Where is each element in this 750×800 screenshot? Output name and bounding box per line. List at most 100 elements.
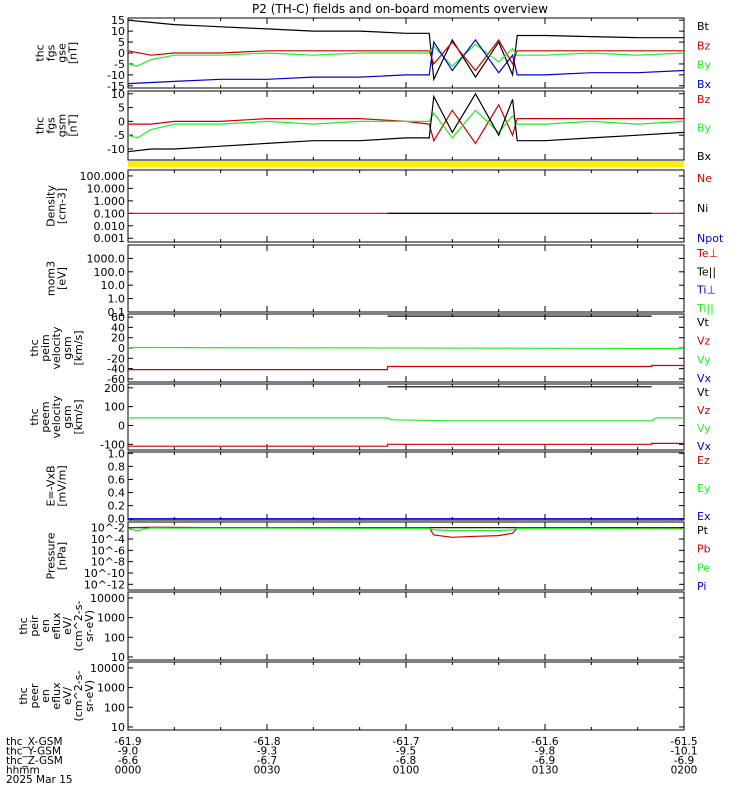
legend-item: Vx bbox=[697, 440, 712, 453]
y-tick-label: 100 bbox=[104, 701, 125, 714]
y-tick-label: 0.2 bbox=[108, 500, 126, 513]
legend-item: Vz bbox=[697, 404, 711, 417]
y-tick-label: 10000 bbox=[90, 662, 125, 675]
legend-item: Ti⊥ bbox=[696, 284, 716, 297]
x-row-value: -6.7 bbox=[257, 755, 278, 767]
y-tick-label: 10 bbox=[111, 651, 125, 664]
x-row-value: -61.9 bbox=[114, 736, 141, 748]
y-axis-label-line: fgs bbox=[45, 44, 58, 61]
y-tick-label: -60 bbox=[107, 373, 125, 386]
y-axis-label-line: (cm^2-s- bbox=[72, 671, 85, 722]
y-axis-label-line: en bbox=[39, 689, 52, 703]
x-row-value: -10.1 bbox=[670, 746, 697, 758]
panel-frame bbox=[127, 383, 685, 451]
legend-item: Bz bbox=[697, 93, 711, 106]
series-line-pe bbox=[127, 527, 685, 532]
y-tick-label: 5 bbox=[118, 36, 125, 49]
y-tick-label: 10 bbox=[111, 88, 125, 101]
y-axis-label-line: fgs bbox=[45, 117, 58, 134]
y-axis-label-line: peer bbox=[28, 683, 41, 709]
y-axis-label-line: thc bbox=[34, 44, 47, 61]
y-axis-label: thcpeerenefluxeV/(cm^2-s-sr-eV) bbox=[17, 671, 96, 722]
y-tick-label: -10 bbox=[107, 69, 125, 82]
y-axis-label-line: thc bbox=[28, 408, 41, 425]
y-tick-label: -15 bbox=[107, 80, 125, 93]
y-axis-label: thcpeimvelocitygsm[km/s] bbox=[28, 326, 85, 369]
y-tick-label: 0.4 bbox=[108, 487, 126, 500]
y-axis-label-line: Pressure bbox=[45, 532, 58, 579]
legend-item: Ni bbox=[697, 202, 708, 215]
y-tick-label: 100.0 bbox=[94, 266, 126, 279]
x-row-value: -61.5 bbox=[670, 736, 697, 748]
y-tick-label: 100.000 bbox=[80, 170, 126, 183]
x-row-value: -6.6 bbox=[118, 755, 139, 767]
panel-9: 10000 1000 100 10 thcpeirenefluxeV/(cm^2-s-s… bbox=[17, 591, 685, 664]
y-tick-label: 0.001 bbox=[94, 232, 126, 245]
y-axis-label-line: gsm bbox=[61, 405, 74, 428]
y-tick-label: 0 bbox=[118, 47, 125, 60]
y-axis-label: thcfgsgse[nT] bbox=[34, 42, 80, 64]
panel-6: 200 100 0 -100 thcpeemvelocitygsm[km/s] Vt Vz V… bbox=[28, 382, 712, 453]
y-axis-label-line: thc bbox=[28, 339, 41, 356]
y-axis-label-line: peem bbox=[39, 401, 52, 432]
legend-item: Vx bbox=[697, 372, 712, 385]
panel-frame bbox=[127, 661, 685, 731]
y-axis-label-line: peim bbox=[39, 334, 52, 362]
x-row-value: 0100 bbox=[393, 765, 420, 777]
x-row-value: 0030 bbox=[254, 765, 281, 777]
legend-item: Te⊥ bbox=[696, 247, 718, 260]
y-axis-label: thcpeemvelocitygsm[km/s] bbox=[28, 395, 85, 438]
x-row-value: 0000 bbox=[115, 765, 142, 777]
y-tick-label: 0 bbox=[118, 342, 125, 355]
panel-frame bbox=[127, 591, 685, 661]
yellow-flag-bar bbox=[128, 161, 684, 167]
series-line-vy bbox=[128, 417, 684, 422]
series-line-bz bbox=[127, 38, 684, 72]
y-axis-label-line: velocity bbox=[50, 326, 63, 369]
legend-item: Vy bbox=[697, 353, 711, 366]
legend-item: Ti|| bbox=[696, 302, 714, 315]
x-row-value: -9.8 bbox=[535, 746, 556, 758]
panel-frame bbox=[127, 90, 685, 161]
y-axis-label-line: [eV] bbox=[56, 267, 69, 290]
y-tick-label: 1000.0 bbox=[87, 252, 126, 265]
y-tick-label: 100 bbox=[104, 631, 125, 644]
y-tick-label: -5 bbox=[114, 129, 125, 142]
y-tick-label: 20 bbox=[111, 332, 125, 345]
y-tick-label: -10 bbox=[107, 143, 125, 156]
y-tick-label: 1.0 bbox=[108, 293, 126, 306]
y-tick-label: 40 bbox=[111, 321, 125, 334]
x-axis-block: thc_X-GSM -61.9 -61.8 -61.7 -61.6 -61.5 thc_Y-… bbox=[6, 736, 698, 786]
y-axis-label-line: en bbox=[39, 619, 52, 633]
series-line-bx bbox=[127, 38, 685, 85]
y-axis-label-line: peir bbox=[28, 615, 41, 637]
legend-item: Pe bbox=[697, 561, 710, 574]
panel-7: 1.00.80.60.40.20.0 E=-VxB[mV/m] Ez Ey Ex bbox=[45, 447, 711, 525]
y-axis-label: thcfgsgsm[nT] bbox=[34, 114, 80, 137]
series-line-by bbox=[127, 43, 685, 67]
y-tick-label: 5 bbox=[118, 102, 125, 115]
y-tick-label: 0 bbox=[118, 419, 125, 432]
y-axis-label-line: (cm^2-s- bbox=[72, 601, 85, 652]
legend-item: Bx bbox=[697, 78, 712, 91]
series-line-bx bbox=[127, 92, 685, 153]
y-tick-label: 10^-10 bbox=[84, 567, 125, 580]
y-axis-label-line: E=-VxB bbox=[45, 465, 58, 506]
x-row-value: 0130 bbox=[532, 765, 559, 777]
x-row-label: thc_Y-GSM bbox=[6, 746, 61, 758]
y-axis-label-line: gsm bbox=[56, 114, 69, 137]
y-axis-label-line: [nT] bbox=[67, 42, 80, 64]
legend-item: Npot bbox=[697, 232, 724, 245]
panel-frame bbox=[127, 169, 685, 243]
y-axis-label-line: [nT] bbox=[67, 114, 80, 136]
y-axis-label: mom3[eV] bbox=[45, 261, 69, 296]
y-tick-label: 10.0 bbox=[101, 279, 126, 292]
y-tick-label: -5 bbox=[114, 58, 125, 71]
y-axis-label-line: sr-eV) bbox=[83, 610, 96, 642]
legend-item: Pb bbox=[697, 543, 711, 556]
y-axis-label: Density[cm-3] bbox=[45, 185, 69, 227]
y-axis-label-line: Density bbox=[45, 185, 58, 227]
legend-item: Bz bbox=[697, 39, 711, 52]
y-axis-label-line: thc bbox=[17, 617, 30, 634]
